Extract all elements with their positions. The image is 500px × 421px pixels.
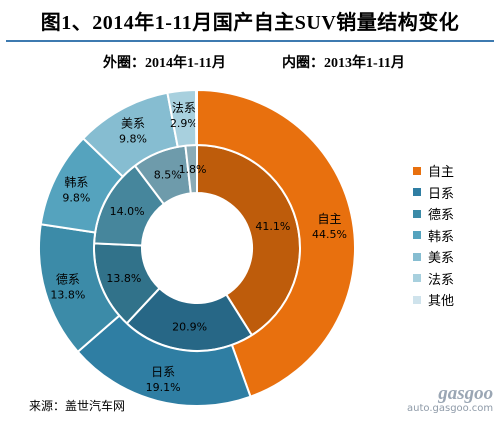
watermark: gasgoo auto.gasgoo.com <box>407 383 493 414</box>
outer-slice-value-label: 44.5% <box>312 228 347 241</box>
source-note: 来源：盖世汽车网 <box>29 399 126 413</box>
legend-label: 韩系 <box>428 229 455 245</box>
outer-slice-category-label: 自主 <box>317 212 341 226</box>
legend-item: 其他 <box>413 289 454 311</box>
legend-swatch <box>413 231 421 240</box>
legend-swatch <box>413 166 421 175</box>
outer-slice-value-label: 2.9% <box>170 117 198 130</box>
outer-slice-category-label: 德系 <box>56 272 80 287</box>
outer-ring-slice-7 <box>195 88 198 147</box>
legend-item: 自主 <box>413 160 454 182</box>
inner-slice-value-label: 20.9% <box>172 321 207 334</box>
outer-slice-value-label: 9.8% <box>119 133 147 146</box>
watermark-url: auto.gasgoo.com <box>407 403 494 414</box>
outer-ring-slice-1 <box>196 88 356 398</box>
inner-slice-value-label: 41.1% <box>255 220 290 233</box>
inner-slice-value-label: 13.8% <box>106 272 141 285</box>
outer-ring-caption: 外圈：2014年1-11月 <box>103 56 226 71</box>
legend-item: 韩系 <box>413 225 454 247</box>
outer-slice-category-label: 法系 <box>172 101 196 115</box>
legend-label: 法系 <box>428 272 455 288</box>
inner-ring-caption: 内圈：2013年1-11月 <box>282 56 405 71</box>
legend-swatch <box>413 209 421 218</box>
legend-label: 其他 <box>428 294 455 310</box>
legend-swatch <box>413 295 421 304</box>
legend-swatch <box>413 274 421 283</box>
chart-title: 图1、2014年1-11月国产自主SUV销量结构变化 <box>40 12 460 34</box>
outer-slice-value-label: 19.1% <box>146 381 181 394</box>
legend-swatch <box>413 252 421 261</box>
inner-slice-value-label: 8.5% <box>154 169 182 182</box>
legend-item: 德系 <box>413 203 454 225</box>
legend-item: 美系 <box>413 246 454 268</box>
legend-swatch <box>413 188 421 197</box>
watermark-logo: gasgoo <box>438 383 494 404</box>
outer-slice-category-label: 日系 <box>151 365 175 379</box>
outer-slice-category-label: 美系 <box>121 117 145 131</box>
outer-slice-value-label: 13.8% <box>50 289 85 302</box>
outer-slice-value-label: 9.8% <box>62 191 90 204</box>
inner-slice-value-label: 1.8% <box>179 163 207 176</box>
inner-slice-value-label: 14.0% <box>110 205 145 218</box>
legend-label: 日系 <box>428 186 455 202</box>
legend-item: 法系 <box>413 268 454 290</box>
legend-label: 自主 <box>428 165 455 181</box>
chart-legend: 自主日系德系韩系美系法系其他 <box>413 160 454 311</box>
legend-label: 美系 <box>428 251 455 267</box>
legend-label: 德系 <box>428 208 455 224</box>
legend-item: 日系 <box>413 182 454 204</box>
outer-slice-category-label: 韩系 <box>64 174 88 189</box>
title-underline <box>6 40 494 42</box>
